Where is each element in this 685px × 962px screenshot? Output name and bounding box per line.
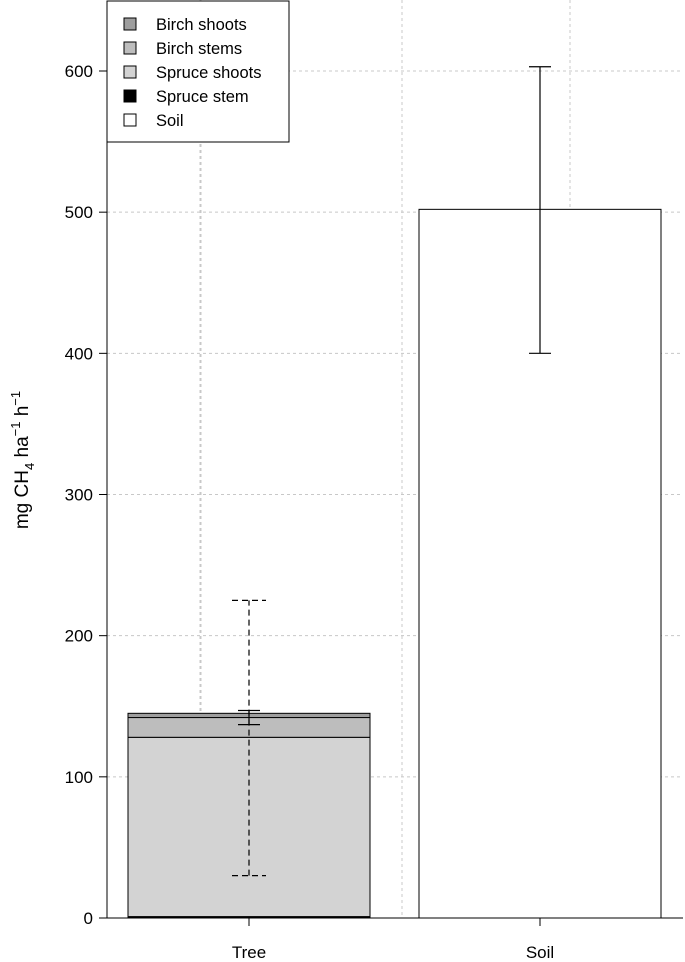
legend-label-4: Soil	[156, 112, 184, 130]
y-tick-label-6: 600	[65, 62, 93, 81]
legend-box	[106, 0, 290, 143]
x-tick-label-0: Tree	[232, 943, 266, 962]
y-tick-label-5: 500	[65, 203, 93, 222]
y-tick-label-1: 100	[65, 768, 93, 787]
legend-label-0: Birch shoots	[156, 16, 247, 34]
bar-tree-spruce-shoots	[127, 736, 371, 918]
legend-label-1: Birch stems	[156, 40, 242, 58]
x-tick-label-1: Soil	[526, 943, 554, 962]
bars	[127, 208, 662, 919]
legend-swatch-2	[123, 65, 137, 79]
legend-swatch-4	[123, 113, 137, 127]
y-tick-label-4: 400	[65, 344, 93, 363]
legend-swatch-0	[123, 17, 137, 31]
legend-swatch-3	[123, 89, 137, 103]
y-tick-label-0: 0	[84, 909, 93, 928]
legend-label-3: Spruce stem	[156, 88, 249, 106]
y-tick-label-3: 300	[65, 486, 93, 505]
legend-swatch-1	[123, 41, 137, 55]
legend-label-2: Spruce shoots	[156, 64, 261, 82]
legend: Birch shoots Birch stems Spruce shoots Spru…	[106, 0, 290, 143]
axes: 0 100 200 300 400 500 600 Tree Soil	[65, 62, 683, 962]
error-bars	[232, 66, 551, 877]
y-axis-title: mg CH4 ha−1 h−1	[8, 391, 37, 529]
y-tick-label-2: 200	[65, 627, 93, 646]
